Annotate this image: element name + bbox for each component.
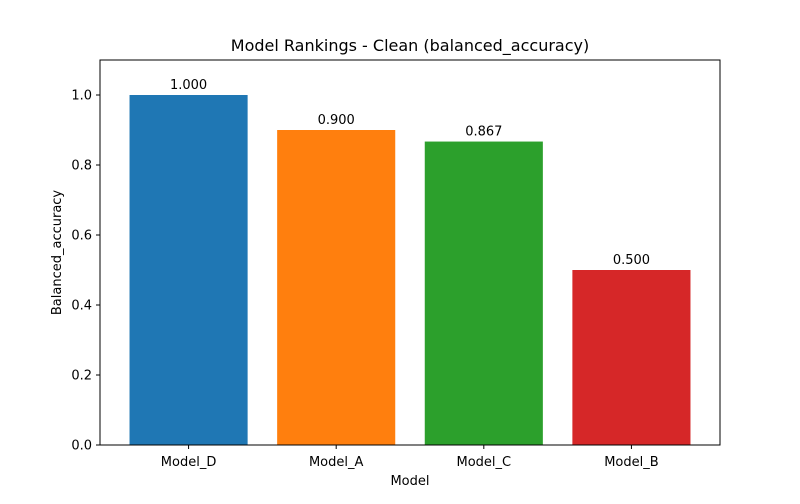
y-tick-label: 0.6 bbox=[71, 229, 92, 244]
x-tick-label: Model_A bbox=[309, 455, 364, 470]
x-tick-label: Model_D bbox=[161, 455, 217, 470]
value-labels-layer: 1.000 0.900 0.867 0.500 bbox=[170, 78, 650, 268]
value-label: 1.000 bbox=[170, 78, 207, 93]
x-axis-label: Model bbox=[390, 474, 429, 489]
y-axis-label: Balanced_accuracy bbox=[50, 190, 65, 316]
y-tick-label: 0.2 bbox=[71, 369, 92, 384]
bar-model-d bbox=[129, 95, 248, 445]
bar-model-a bbox=[277, 130, 396, 445]
chart-title: Model Rankings - Clean (balanced_accurac… bbox=[231, 36, 589, 56]
value-label: 0.900 bbox=[318, 113, 355, 128]
x-tick-label: Model_C bbox=[457, 455, 512, 470]
bar-model-c bbox=[424, 141, 543, 446]
y-axis: 0.0 0.2 0.4 0.6 0.8 1.0 bbox=[71, 89, 100, 454]
y-tick-label: 0.8 bbox=[71, 159, 92, 174]
value-label: 0.500 bbox=[613, 253, 650, 268]
y-tick-label: 0.4 bbox=[71, 299, 92, 314]
x-tick-label: Model_B bbox=[604, 455, 658, 470]
plot-frame bbox=[99, 59, 721, 446]
bars-layer bbox=[129, 95, 691, 446]
y-tick-label: 1.0 bbox=[71, 89, 92, 104]
y-tick-label: 0.0 bbox=[71, 439, 92, 454]
bar-model-b bbox=[572, 270, 691, 445]
x-axis: Model_D Model_A Model_C Model_B bbox=[161, 445, 659, 470]
value-label: 0.867 bbox=[465, 125, 502, 140]
